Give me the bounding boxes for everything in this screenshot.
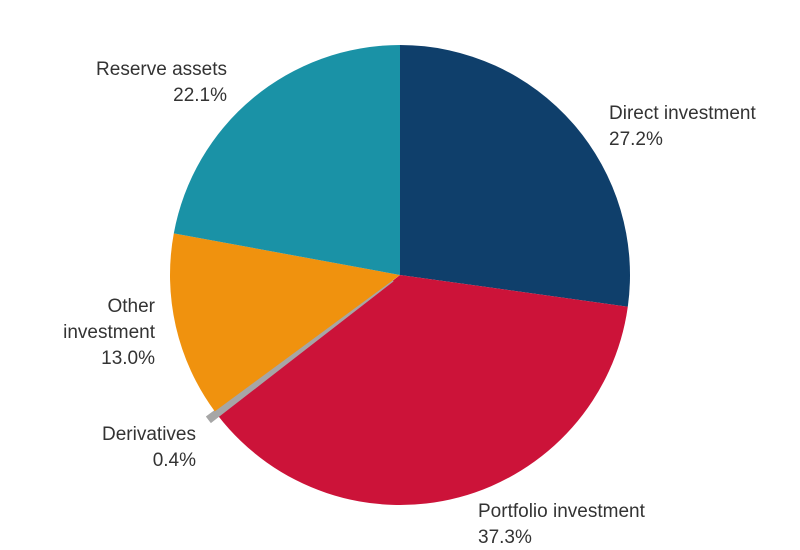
value-portfolio-investment: 37.3% xyxy=(478,527,532,548)
slice-reserve-assets xyxy=(173,45,400,275)
label-other-investment-line2: investment xyxy=(63,322,156,343)
slice-other-investment xyxy=(170,233,400,412)
value-reserve-assets: 22.1% xyxy=(173,85,227,106)
label-derivatives: Derivatives xyxy=(102,424,196,445)
value-other-investment: 13.0% xyxy=(101,348,155,369)
slice-direct-investment xyxy=(400,45,630,307)
label-direct-investment: Direct investment xyxy=(609,103,756,124)
label-reserve-assets: Reserve assets xyxy=(96,59,227,80)
slice-portfolio-investment xyxy=(218,275,628,505)
value-direct-investment: 27.2% xyxy=(609,129,663,150)
label-portfolio-investment: Portfolio investment xyxy=(478,501,646,522)
slice-derivatives xyxy=(205,279,394,424)
value-derivatives: 0.4% xyxy=(153,450,196,471)
label-other-investment-line1: Other xyxy=(107,296,155,317)
